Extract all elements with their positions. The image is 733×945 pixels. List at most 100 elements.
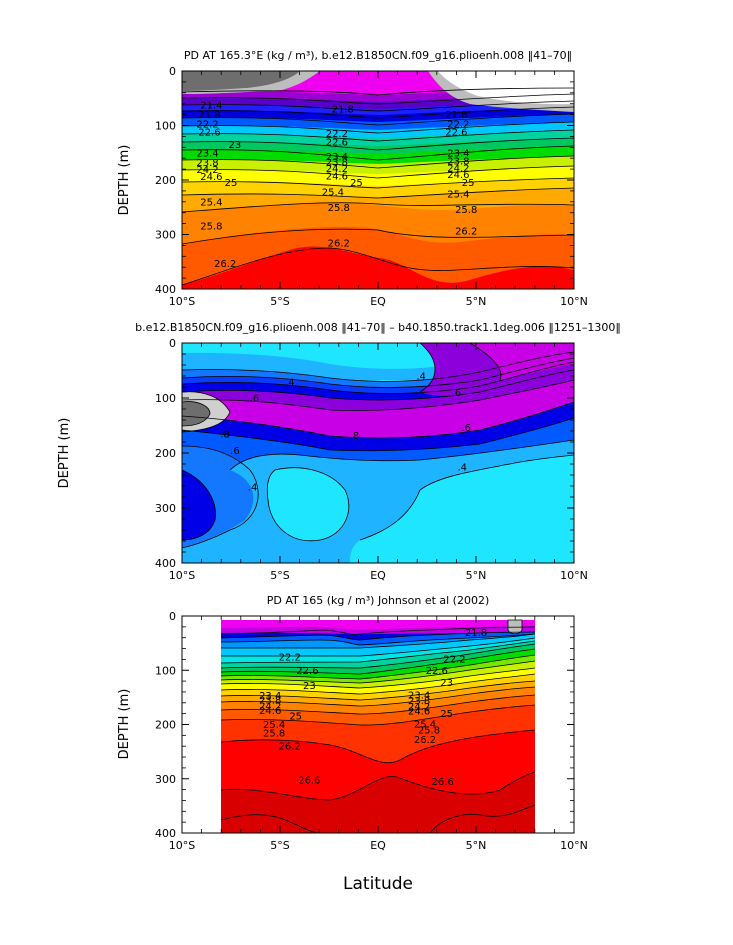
y-tick-label: 400 [155,827,176,840]
contour-label: .4 [285,378,295,389]
contour-label: 23.4 [447,148,469,159]
y-tick-label: 0 [169,65,176,78]
contour-label: 26.6 [432,777,454,788]
contour-label: 22.2 [279,653,301,664]
contour-label: 23.8 [326,158,348,169]
panel1-contour-labels: 21.421.822.222.62323.423.824.224.62525.4… [196,100,477,270]
x-tick-label: 10°N [560,569,588,582]
y-tick-label: 100 [155,120,176,133]
contour-label: 25.8 [455,205,477,216]
contour-label: 25.4 [200,197,222,208]
y-tick-label: 0 [169,610,176,623]
contour-label: 23.8 [196,158,218,169]
y-tick-label: 100 [155,664,176,677]
contour-label: .4 [416,372,426,383]
x-tick-label: EQ [370,569,386,582]
contour-label: 22.6 [296,666,318,677]
panel2-ticks: 10°S 5°S EQ 5°N 10°N 0 100 200 300 400 [155,337,588,582]
contour-label: 24.6 [326,172,348,183]
x-tick-label: EQ [370,839,386,852]
contour-label: 24.2 [196,165,218,176]
contour-label: 22.2 [443,654,465,665]
contour-label: 24.6 [200,172,222,183]
panel3-contour-labels: 21.822.2 22.222.6 22.623 2323.423.824.224.6… [259,628,487,788]
contour-label: 26.2 [414,735,436,746]
x-tick-label: 10°N [560,295,588,308]
x-tick-label: 10°S [169,839,195,852]
contour-label: .6 [452,388,462,399]
panel1-plot-area [182,71,574,289]
contour-label: 24.2 [259,702,281,713]
x-tick-label: 5°S [270,839,289,852]
contour-label: 25.8 [418,725,440,736]
panel3-plot-area [182,616,574,833]
contour-label: 23.4 [408,691,430,702]
contour-label: 24.2 [408,702,430,713]
y-tick-label: 400 [155,557,176,570]
y-tick-label: 300 [155,229,176,242]
contour-label: 26.2 [214,259,236,270]
contour-label: 25.4 [322,187,344,198]
contour-label: .6 [461,423,471,434]
contour-label: 22.6 [326,137,348,148]
contour-label: 25 [440,709,453,720]
contour-label: 24.6 [408,706,430,717]
x-tick-label: 10°S [169,569,195,582]
contour-label: 25.8 [263,729,285,740]
contour-label: 21.8 [198,110,220,121]
contour-label: 25 [289,711,302,722]
panel2-contour-labels: .4.4.6.6.8.8.6.6.4.4 [220,372,471,494]
contour-label: 25 [225,178,238,189]
x-tick-label: 5°S [270,569,289,582]
panel3-ylabel: DEPTH (m) [117,689,132,760]
contour-label: 25.4 [263,720,285,731]
x-tick-label: 10°N [560,839,588,852]
contour-label: 24.6 [259,706,281,717]
panel3-title: PD AT 165 (kg / m³) Johnson et al (2002) [267,594,490,607]
y-tick-label: 200 [155,447,176,460]
contour-label: 24.2 [447,164,469,175]
y-tick-label: 300 [155,502,176,515]
panel2-title: b.e12.B1850CN.f09_g16.plioenh.008 ‖41–70… [135,321,621,334]
contour-label: 23.8 [447,156,469,167]
contour-label: 23.4 [259,691,281,702]
contour-label: 25.8 [328,203,350,214]
contour-label: .8 [350,431,360,442]
contour-label: 23 [440,678,453,689]
contour-label: .6 [230,446,240,457]
contour-label: 22.2 [326,129,348,140]
y-tick-label: 200 [155,719,176,732]
contour-label: 21.8 [332,105,354,116]
x-tick-label: 10°S [169,295,195,308]
y-tick-label: 300 [155,773,176,786]
contour-label: .6 [250,394,260,405]
y-tick-label: 400 [155,283,176,296]
contour-label: 25 [350,178,363,189]
contour-label: 22.6 [426,666,448,677]
contour-label: 26.6 [298,775,320,786]
contour-label: .4 [248,483,258,494]
contour-label: 24.2 [326,164,348,175]
x-tick-label: EQ [370,295,386,308]
contour-label: 23.4 [196,148,218,159]
contour-label: 25.4 [414,719,436,730]
panel1-ylabel: DEPTH (m) [117,145,132,216]
contour-label: 24.6 [447,170,469,181]
contour-label: .4 [458,462,468,473]
contour-label: 22.2 [447,119,469,130]
contour-label: 22.2 [196,119,218,130]
contour-label: 21.8 [445,110,467,121]
x-tick-label: 5°S [270,295,289,308]
contour-label: .8 [220,429,230,440]
contour-label: 25 [462,178,475,189]
contour-label: 23.4 [326,152,348,163]
contour-label: 22.6 [198,128,220,139]
contour-label: 26.2 [328,239,350,250]
contour-label: 23 [229,140,242,151]
x-tick-label: 5°N [466,569,487,582]
contour-label: 23.8 [408,696,430,707]
contour-label: 25.4 [447,190,469,201]
x-tick-label: 5°N [466,295,487,308]
panel3-ticks: 10°S 5°S EQ 5°N 10°N 0 100 200 300 400 [155,610,588,852]
